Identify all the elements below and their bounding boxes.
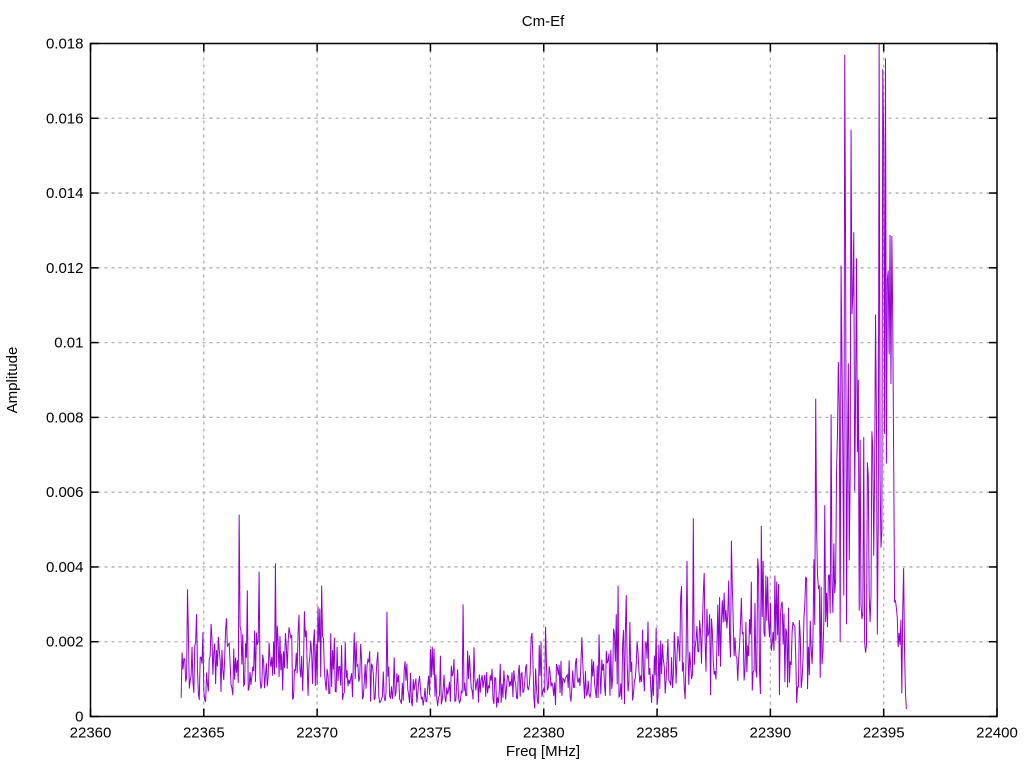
x-tick-label: 22380 <box>523 725 565 742</box>
y-tick-label: 0.002 <box>46 634 84 651</box>
y-tick-label: 0.012 <box>46 260 84 277</box>
y-tick-label: 0 <box>75 709 83 726</box>
x-tick-label: 22375 <box>410 725 452 742</box>
spectrum-polyline <box>180 43 907 710</box>
x-tick-label: 22400 <box>976 725 1018 742</box>
axis-ticks <box>89 42 998 718</box>
y-tick-label: 0.006 <box>46 484 84 501</box>
y-tick-label: 0.018 <box>46 36 84 53</box>
axis-tick-labels: 22360 22365 22370 22375 22380 22385 22390 22395… <box>46 36 1018 742</box>
x-tick-label: 22360 <box>70 725 112 742</box>
grid-lines <box>90 43 997 717</box>
x-tick-label: 22365 <box>183 725 225 742</box>
y-tick-label: 0.016 <box>46 110 84 127</box>
y-tick-label: 0.01 <box>54 335 83 352</box>
y-tick-label: 0.004 <box>46 559 84 576</box>
x-tick-label: 22395 <box>863 725 905 742</box>
y-tick-label: 0.008 <box>46 409 84 426</box>
spectrum-line <box>180 43 907 710</box>
x-axis-label: Freq [MHz] <box>506 743 580 760</box>
y-axis-label: Amplitude <box>4 347 21 414</box>
x-tick-label: 22390 <box>750 725 792 742</box>
x-tick-label: 22370 <box>296 725 338 742</box>
chart-title: Cm-Ef <box>522 13 565 30</box>
x-tick-label: 22385 <box>636 725 678 742</box>
y-tick-label: 0.014 <box>46 185 84 202</box>
